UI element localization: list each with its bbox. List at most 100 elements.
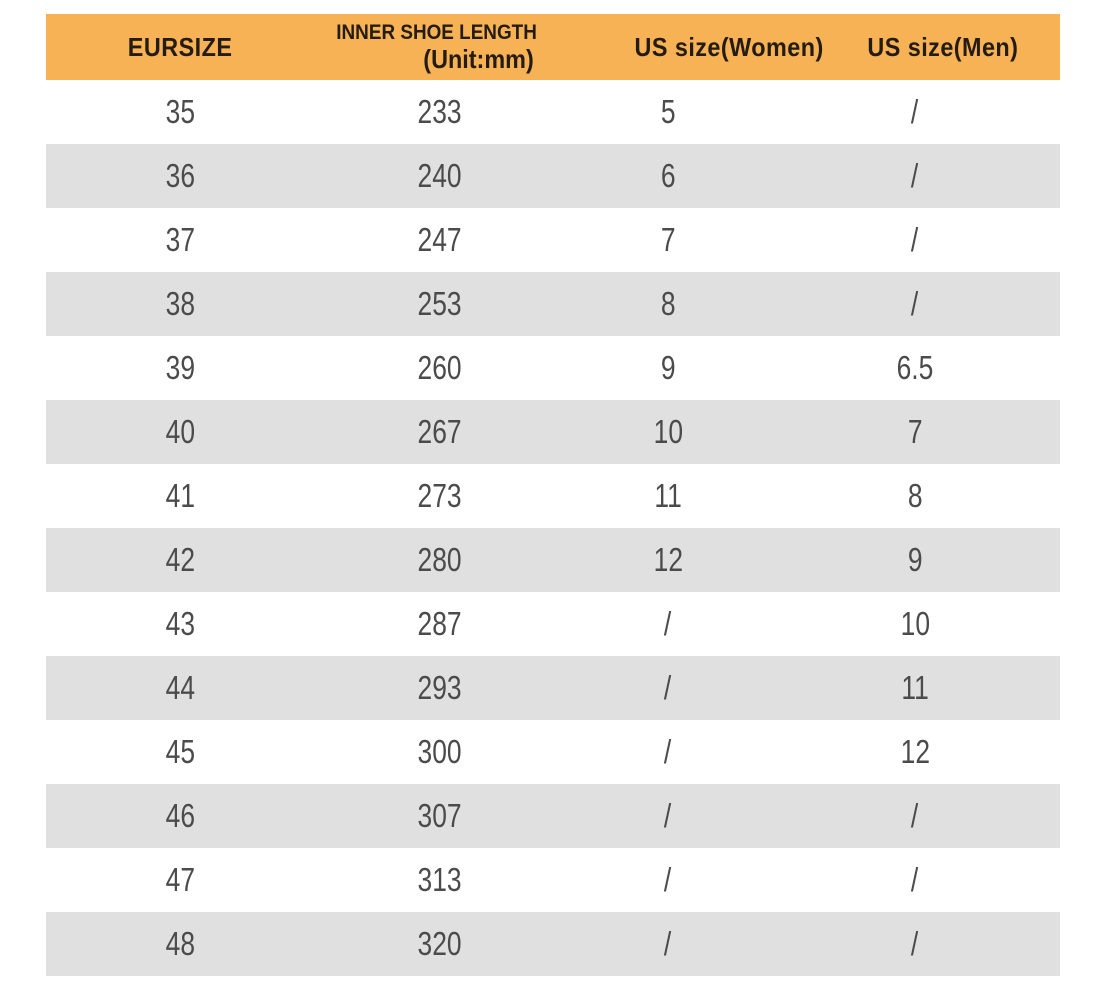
cell-us-men-value: 9 — [907, 541, 923, 578]
cell-eursize-value: 43 — [165, 605, 195, 642]
cell-us-men-value: 7 — [907, 413, 923, 450]
cell-eursize-value: 44 — [165, 669, 195, 706]
cell-inner-length-value: 240 — [417, 157, 463, 194]
cell-inner-length: 293 — [314, 656, 566, 720]
cell-inner-length: 240 — [314, 144, 566, 208]
cell-us-men: / — [826, 848, 1060, 912]
cell-eursize-value: 47 — [165, 861, 195, 898]
cell-us-women: / — [566, 720, 826, 784]
cell-eursize: 43 — [46, 592, 314, 656]
cell-eursize: 47 — [46, 848, 314, 912]
cell-eursize: 42 — [46, 528, 314, 592]
header-inner-length-line2: (Unit:mm) — [423, 44, 534, 74]
cell-us-women: 5 — [566, 80, 826, 144]
cell-inner-length: 313 — [314, 848, 566, 912]
cell-inner-length-value: 260 — [417, 349, 463, 386]
table-row: 42 280 12 9 — [46, 528, 1060, 592]
cell-us-men-value: 8 — [907, 477, 923, 514]
cell-us-women-value: 8 — [660, 285, 676, 322]
cell-us-women-value: / — [664, 861, 672, 898]
cell-inner-length: 233 — [314, 80, 566, 144]
cell-eursize: 35 — [46, 80, 314, 144]
cell-eursize: 48 — [46, 912, 314, 976]
cell-us-women: 7 — [566, 208, 826, 272]
cell-us-men: 8 — [826, 464, 1060, 528]
cell-inner-length-value: 320 — [417, 925, 463, 962]
header-us-size-women: US size(Women) — [566, 14, 826, 80]
cell-inner-length-value: 273 — [417, 477, 463, 514]
cell-eursize-value: 45 — [165, 733, 195, 770]
table-row: 48 320 / / — [46, 912, 1060, 976]
table-row: 35 233 5 / — [46, 80, 1060, 144]
cell-inner-length-value: 307 — [417, 797, 463, 834]
header-eursize: EURSIZE — [46, 14, 314, 80]
cell-inner-length-value: 267 — [417, 413, 463, 450]
cell-inner-length: 267 — [314, 400, 566, 464]
cell-inner-length-value: 313 — [417, 861, 463, 898]
cell-us-men-value: 11 — [901, 669, 929, 706]
cell-us-men-value: 10 — [900, 605, 930, 642]
cell-us-women: 8 — [566, 272, 826, 336]
table-row: 47 313 / / — [46, 848, 1060, 912]
cell-us-men-value: 12 — [900, 733, 930, 770]
cell-us-women: / — [566, 912, 826, 976]
header-eursize-label: EURSIZE — [127, 31, 233, 62]
header-row: EURSIZE INNER SHOE LENGTH (Unit:mm) US s… — [46, 14, 1060, 80]
header-inner-shoe-length: INNER SHOE LENGTH (Unit:mm) — [314, 14, 566, 80]
cell-eursize: 44 — [46, 656, 314, 720]
cell-us-men: 11 — [826, 656, 1060, 720]
cell-us-men: / — [826, 208, 1060, 272]
cell-inner-length: 307 — [314, 784, 566, 848]
cell-us-women-value: 12 — [653, 541, 683, 578]
cell-inner-length-value: 293 — [417, 669, 463, 706]
cell-eursize: 39 — [46, 336, 314, 400]
cell-inner-length-value: 247 — [417, 221, 463, 258]
cell-us-men: / — [826, 272, 1060, 336]
cell-us-women-value: / — [664, 925, 672, 962]
header-us-size-men-label: US size(Men) — [867, 31, 1019, 62]
cell-us-women-value: / — [664, 797, 672, 834]
cell-inner-length: 260 — [314, 336, 566, 400]
cell-us-women: 6 — [566, 144, 826, 208]
cell-us-women: 12 — [566, 528, 826, 592]
cell-eursize-value: 48 — [165, 925, 195, 962]
cell-us-women-value: / — [664, 733, 672, 770]
cell-us-women-value: 7 — [660, 221, 676, 258]
cell-us-men-value: / — [911, 797, 919, 834]
cell-us-women-value: / — [664, 669, 672, 706]
cell-us-women: / — [566, 656, 826, 720]
cell-eursize-value: 39 — [165, 349, 195, 386]
cell-inner-length: 300 — [314, 720, 566, 784]
table-row: 45 300 / 12 — [46, 720, 1060, 784]
cell-us-men: / — [826, 80, 1060, 144]
cell-inner-length: 273 — [314, 464, 566, 528]
cell-inner-length-value: 280 — [417, 541, 463, 578]
cell-eursize-value: 42 — [165, 541, 195, 578]
table-row: 41 273 11 8 — [46, 464, 1060, 528]
cell-us-women: / — [566, 784, 826, 848]
cell-eursize-value: 38 — [165, 285, 195, 322]
cell-us-men: 9 — [826, 528, 1060, 592]
cell-us-women: 10 — [566, 400, 826, 464]
cell-inner-length: 287 — [314, 592, 566, 656]
cell-us-women: 9 — [566, 336, 826, 400]
cell-us-women-value: / — [664, 605, 672, 642]
cell-us-women: / — [566, 848, 826, 912]
cell-inner-length: 320 — [314, 912, 566, 976]
cell-inner-length-value: 233 — [417, 93, 463, 130]
cell-us-women-value: 10 — [653, 413, 683, 450]
cell-us-men-value: 6.5 — [896, 349, 934, 386]
cell-inner-length: 280 — [314, 528, 566, 592]
cell-eursize: 41 — [46, 464, 314, 528]
cell-us-men: 12 — [826, 720, 1060, 784]
cell-eursize-value: 36 — [165, 157, 195, 194]
cell-inner-length: 247 — [314, 208, 566, 272]
cell-us-men-value: / — [911, 221, 919, 258]
cell-us-men: 6.5 — [826, 336, 1060, 400]
table-row: 44 293 / 11 — [46, 656, 1060, 720]
table-row: 39 260 9 6.5 — [46, 336, 1060, 400]
cell-eursize-value: 41 — [165, 477, 195, 514]
header-us-size-men: US size(Men) — [826, 14, 1060, 80]
cell-us-men: / — [826, 912, 1060, 976]
cell-us-women: 11 — [566, 464, 826, 528]
